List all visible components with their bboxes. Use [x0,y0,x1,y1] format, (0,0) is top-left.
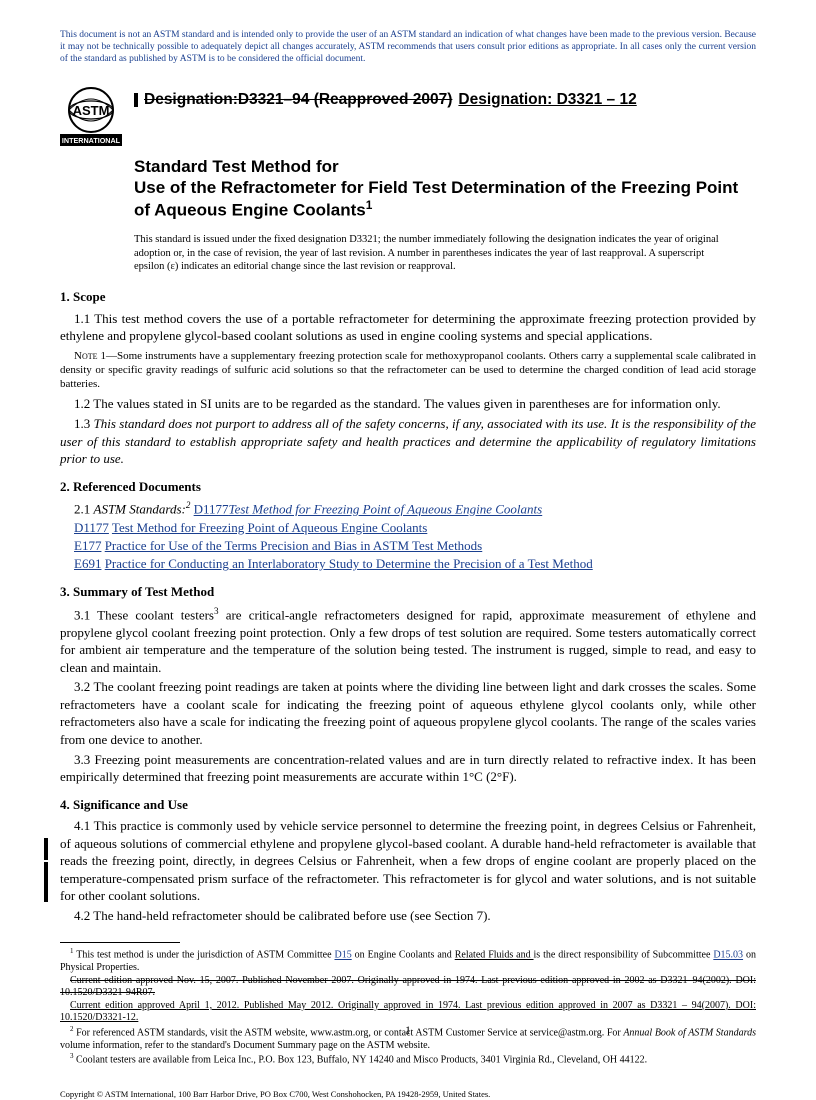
para-4-1: 4.1 This practice is commonly used by ve… [60,817,756,905]
fn1-b: on Engine Coolants and [352,950,455,961]
ref-2-1-sup: 2 [186,500,191,510]
ref-2-1-num: 2.1 [74,502,94,517]
para-1-1: 1.1 This test method covers the use of a… [60,310,756,345]
note-1-label: Note 1— [74,350,117,362]
ref-e691-title[interactable]: Practice for Conducting an Interlaborato… [105,556,593,571]
fn1-c: is the direct responsibility of Subcommi… [534,950,714,961]
ref-struck-code: D1177 [194,502,229,517]
section-2-head: 2. Referenced Documents [60,478,756,496]
ref-2-1-label: ASTM Standards: [94,502,186,517]
para-3-3: 3.3 Freezing point measurements are conc… [60,751,756,786]
ref-e177: E177 Practice for Use of the Terms Preci… [88,537,756,555]
copyright-line: Copyright © ASTM International, 100 Barr… [60,1089,756,1100]
ref-d1177-code[interactable]: D1177 [74,520,109,535]
section-1-head: 1. Scope [60,288,756,306]
para-3-1: 3.1 These coolant testers3 are critical-… [60,605,756,677]
ref-struck-title: Test Method for Freezing Point of Aqueou… [229,502,543,517]
issuance-note: This standard is issued under the fixed … [134,233,726,274]
document-title: Standard Test Method for Use of the Refr… [134,156,756,221]
footnote-separator [60,942,180,943]
fn1-link-d15[interactable]: D15 [334,950,351,961]
fn1-inserted: Related Fluids and [455,950,534,961]
ref-e177-code[interactable]: E177 [74,538,101,553]
ref-2-1: 2.1 ASTM Standards:2 D1177Test Method fo… [88,499,756,519]
fn1-link-d1503[interactable]: D15.03 [713,950,743,961]
change-bar-footnote-2 [44,862,48,902]
svg-text:ASTM: ASTM [73,103,110,118]
astm-logo: ASTM INTERNATIONAL [60,84,122,146]
svg-text:INTERNATIONAL: INTERNATIONAL [62,136,121,145]
title-line1: Standard Test Method for [134,157,339,176]
fn1-a: This test method is under the jurisdicti… [74,950,335,961]
redline-disclaimer: This document is not an ASTM standard an… [60,30,756,66]
para-1-3: 1.3 This standard does not purport to ad… [60,415,756,468]
para-3-2: 3.2 The coolant freezing point readings … [60,678,756,748]
note-1: Note 1—Some instruments have a supplemen… [60,349,756,392]
designation-old: Designation:D3321–94 (Reapproved 2007) [144,90,452,111]
page-number: 1 [0,1022,816,1038]
para-4-2: 4.2 The hand-held refractometer should b… [60,907,756,925]
change-bar-footnote-1 [44,838,48,860]
section-4-head: 4. Significance and Use [60,796,756,814]
footnote-edition-struck: Current edition approved Nov. 15, 2007. … [60,975,756,1000]
ref-d1177-title[interactable]: Test Method for Freezing Point of Aqueou… [112,520,427,535]
footnote-1: 1 This test method is under the jurisdic… [60,947,756,974]
note-1-text: Some instruments have a supplementary fr… [60,350,756,391]
title-footnote-ref: 1 [366,198,373,212]
designation-new: Designation: D3321 – 12 [458,90,636,111]
header-row: ASTM INTERNATIONAL Designation:D3321–94 … [60,84,756,146]
ref-e691-code[interactable]: E691 [74,556,101,571]
referenced-documents: 2.1 ASTM Standards:2 D1177Test Method fo… [74,499,756,573]
ref-e177-title[interactable]: Practice for Use of the Terms Precision … [105,538,483,553]
para-1-3-text: This standard does not purport to addres… [60,416,756,466]
footnote-3: 3 Coolant testers are available from Lei… [60,1052,756,1067]
ref-d1177: D1177 Test Method for Freezing Point of … [88,519,756,537]
title-line2: Use of the Refractometer for Field Test … [134,178,738,220]
para-3-1a: 3.1 These coolant testers [74,607,214,622]
fn-new-a: Current edition approved April 1, 2012. … [70,1000,756,1011]
fn3-text: Coolant testers are available from Leica… [74,1054,648,1065]
designation-line: Designation:D3321–94 (Reapproved 2007) D… [134,90,637,111]
ref-e691: E691 Practice for Conducting an Interlab… [88,555,756,573]
para-1-2: 1.2 The values stated in SI units are to… [60,395,756,413]
para-1-3-num: 1.3 [74,416,94,431]
section-3-head: 3. Summary of Test Method [60,583,756,601]
fn2-c: volume information, refer to the standar… [60,1040,430,1051]
change-bar-icon [134,93,138,107]
